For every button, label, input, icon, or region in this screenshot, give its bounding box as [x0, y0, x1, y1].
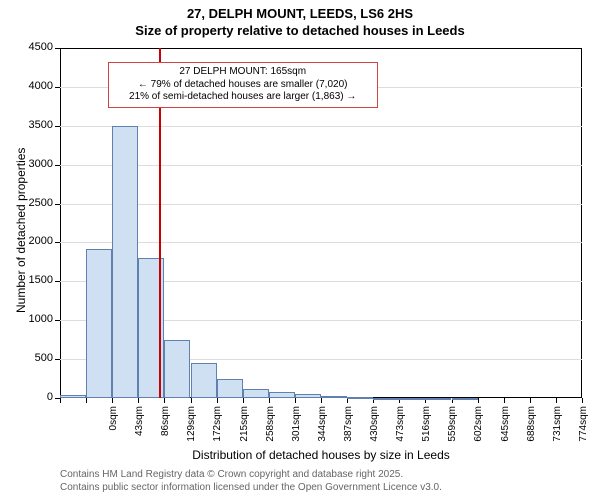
- ytick-label: 0: [15, 391, 53, 403]
- xtick-mark: [191, 398, 192, 403]
- histogram-bar: [60, 395, 86, 398]
- ytick-mark: [55, 281, 60, 282]
- xtick-label: 172sqm: [212, 406, 223, 456]
- y-axis-label: Number of detached properties: [14, 148, 28, 313]
- grid-line: [60, 242, 582, 243]
- xtick-mark: [556, 398, 557, 403]
- xtick-label: 516sqm: [421, 406, 432, 456]
- annotation-line1: 27 DELPH MOUNT: 165sqm: [115, 66, 371, 79]
- xtick-mark: [217, 398, 218, 403]
- histogram-bar: [399, 398, 425, 400]
- chart-footer: Contains HM Land Registry data © Crown c…: [60, 468, 442, 494]
- ytick-label: 2500: [15, 197, 53, 209]
- histogram-bar: [86, 249, 112, 398]
- ytick-mark: [55, 359, 60, 360]
- ytick-mark: [55, 126, 60, 127]
- histogram-bar: [425, 398, 451, 400]
- ytick-mark: [55, 87, 60, 88]
- ytick-mark: [55, 320, 60, 321]
- ytick-label: 2000: [15, 235, 53, 247]
- xtick-label: 602sqm: [473, 406, 484, 456]
- ytick-mark: [55, 204, 60, 205]
- xtick-label: 344sqm: [317, 406, 328, 456]
- ytick-mark: [55, 165, 60, 166]
- histogram-bar: [243, 389, 269, 398]
- xtick-mark: [138, 398, 139, 403]
- xtick-mark: [269, 398, 270, 403]
- xtick-label: 559sqm: [447, 406, 458, 456]
- xtick-mark: [86, 398, 87, 403]
- xtick-mark: [478, 398, 479, 403]
- histogram-bar: [452, 398, 478, 400]
- ytick-label: 3500: [15, 119, 53, 131]
- histogram-bar: [295, 394, 321, 398]
- xtick-label: 215sqm: [239, 406, 250, 456]
- chart-title-line1: 27, DELPH MOUNT, LEEDS, LS6 2HS: [0, 6, 600, 21]
- histogram-bar: [347, 397, 373, 399]
- chart-container: 27, DELPH MOUNT, LEEDS, LS6 2HS Size of …: [0, 0, 600, 500]
- ytick-label: 500: [15, 352, 53, 364]
- xtick-label: 43sqm: [134, 406, 145, 456]
- xtick-label: 430sqm: [369, 406, 380, 456]
- xtick-mark: [112, 398, 113, 403]
- ytick-label: 1000: [15, 313, 53, 325]
- ytick-label: 3000: [15, 158, 53, 170]
- xtick-mark: [582, 398, 583, 403]
- histogram-bar: [217, 379, 243, 398]
- xtick-mark: [60, 398, 61, 403]
- xtick-mark: [321, 398, 322, 403]
- grid-line: [60, 204, 582, 205]
- xtick-mark: [504, 398, 505, 403]
- chart-title-line2: Size of property relative to detached ho…: [0, 23, 600, 38]
- ytick-label: 4000: [15, 80, 53, 92]
- histogram-bar: [321, 396, 347, 398]
- histogram-bar: [112, 126, 138, 398]
- xtick-label: 129sqm: [186, 406, 197, 456]
- footer-line1: Contains HM Land Registry data © Crown c…: [60, 468, 442, 481]
- xtick-label: 645sqm: [500, 406, 511, 456]
- grid-line: [60, 165, 582, 166]
- xtick-label: 688sqm: [526, 406, 537, 456]
- xtick-label: 473sqm: [395, 406, 406, 456]
- histogram-bar: [164, 340, 190, 398]
- annotation-line2: ← 79% of detached houses are smaller (7,…: [115, 79, 371, 92]
- annotation-box: 27 DELPH MOUNT: 165sqm← 79% of detached …: [108, 62, 378, 108]
- xtick-label: 387sqm: [343, 406, 354, 456]
- ytick-mark: [55, 242, 60, 243]
- xtick-label: 301sqm: [291, 406, 302, 456]
- xtick-mark: [295, 398, 296, 403]
- histogram-bar: [191, 363, 217, 398]
- xtick-label: 731sqm: [552, 406, 563, 456]
- grid-line: [60, 126, 582, 127]
- ytick-label: 4500: [15, 41, 53, 53]
- annotation-line3: 21% of semi-detached houses are larger (…: [115, 91, 371, 104]
- title-block: 27, DELPH MOUNT, LEEDS, LS6 2HS Size of …: [0, 0, 600, 38]
- ytick-mark: [55, 48, 60, 49]
- xtick-label: 86sqm: [160, 406, 171, 456]
- footer-line2: Contains public sector information licen…: [60, 481, 442, 494]
- xtick-mark: [530, 398, 531, 403]
- xtick-label: 774sqm: [578, 406, 589, 456]
- xtick-mark: [164, 398, 165, 403]
- ytick-label: 1500: [15, 274, 53, 286]
- xtick-mark: [243, 398, 244, 403]
- histogram-bar: [269, 392, 295, 398]
- xtick-label: 0sqm: [108, 406, 119, 456]
- histogram-bar: [373, 398, 399, 400]
- xtick-label: 258sqm: [265, 406, 276, 456]
